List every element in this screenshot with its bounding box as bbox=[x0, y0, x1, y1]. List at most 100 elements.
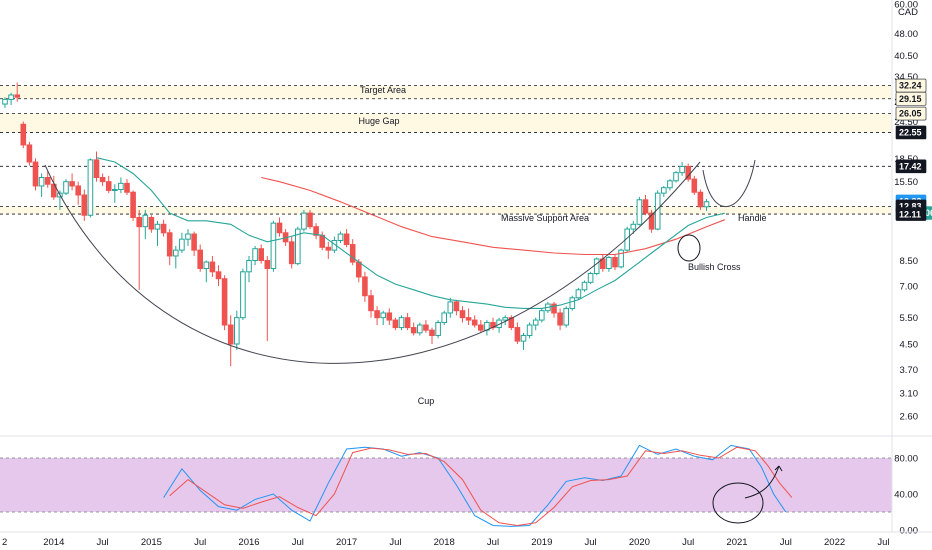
candle-body bbox=[258, 248, 264, 262]
price-tag-label: 17.42 bbox=[899, 162, 922, 172]
candle-body bbox=[99, 176, 106, 183]
time-tick-label: Jul bbox=[780, 537, 792, 548]
candle-body bbox=[136, 216, 142, 228]
price-tick-label: 8.50 bbox=[900, 256, 919, 267]
time-tick-label: 2019 bbox=[531, 537, 552, 548]
candle-body bbox=[618, 249, 624, 268]
time-tick-label: 2014 bbox=[43, 537, 64, 548]
candle-body bbox=[581, 281, 588, 291]
candle-body bbox=[593, 258, 600, 274]
candle-body bbox=[325, 246, 332, 251]
candle-body bbox=[459, 310, 466, 319]
candle-body bbox=[227, 324, 234, 345]
candle-body bbox=[8, 94, 14, 100]
candle-body bbox=[441, 312, 447, 324]
candle-body bbox=[630, 223, 637, 230]
candle-body bbox=[307, 212, 313, 228]
price-tag-label: 26.05 bbox=[899, 109, 922, 119]
candle-body bbox=[313, 226, 319, 236]
annotation-huge-gap: Huge Gap bbox=[358, 116, 399, 126]
candle-body bbox=[26, 144, 33, 163]
arrow-line bbox=[744, 465, 780, 499]
candle-body bbox=[673, 172, 679, 182]
candle-body bbox=[81, 194, 88, 216]
candle-body bbox=[148, 216, 155, 230]
candle-body bbox=[429, 329, 435, 337]
price-tick-label: 2.60 bbox=[900, 412, 919, 423]
currency-label: CAD bbox=[898, 7, 918, 18]
oscillator-line bbox=[169, 446, 793, 527]
time-tick-label: 2017 bbox=[336, 537, 357, 548]
candle-body bbox=[435, 322, 441, 337]
candle-body bbox=[246, 260, 252, 273]
candle-body bbox=[410, 327, 417, 334]
candle-body bbox=[453, 301, 460, 312]
candle-body bbox=[478, 324, 484, 331]
price-tick-label: 34.50 bbox=[894, 72, 918, 83]
candle-body bbox=[697, 191, 704, 208]
price-tag-box bbox=[895, 159, 927, 174]
oversold-circle bbox=[712, 482, 764, 524]
price-tags: 32.2429.1526.0522.5517.4213.3312:14:0612… bbox=[895, 78, 932, 221]
candle-body bbox=[502, 317, 508, 321]
candle-body bbox=[575, 289, 582, 299]
candle-body bbox=[209, 261, 216, 273]
candle-body bbox=[221, 278, 228, 326]
candle-body bbox=[380, 312, 386, 319]
candle-body bbox=[203, 261, 210, 269]
price-tick-label: 15.50 bbox=[894, 177, 918, 188]
time-tick-label: Jul bbox=[487, 537, 499, 548]
candle-body bbox=[2, 98, 8, 105]
candle-body bbox=[587, 272, 594, 283]
candle-body bbox=[667, 180, 673, 189]
candle-body bbox=[557, 312, 563, 326]
candle-body bbox=[374, 310, 380, 319]
candle-body bbox=[118, 182, 124, 191]
moving-average-line bbox=[96, 157, 725, 309]
price-tag-box bbox=[895, 106, 927, 121]
candle-body bbox=[234, 317, 240, 345]
candle-body bbox=[87, 159, 94, 216]
price-tag: 12.11 bbox=[895, 207, 927, 221]
candle-body bbox=[142, 214, 149, 228]
candle-body bbox=[691, 178, 698, 193]
candle-body bbox=[130, 191, 136, 218]
candle-body bbox=[112, 189, 118, 192]
time-tick-label: Jul bbox=[389, 537, 401, 548]
price-tick-label: 3.10 bbox=[900, 388, 919, 399]
candle-body bbox=[215, 271, 222, 280]
price-tag-label: 12.11 bbox=[899, 209, 921, 219]
price-tick-label: 48.00 bbox=[894, 29, 918, 40]
candle-body bbox=[447, 301, 454, 314]
time-tick-label: Jul bbox=[877, 537, 889, 548]
zone-huge-gap bbox=[0, 113, 892, 133]
candle-body bbox=[185, 233, 191, 240]
price-tag-label: 22.55 bbox=[899, 128, 922, 138]
price-axis[interactable]: 60.0048.0040.5034.5028.5024.5018.5015.50… bbox=[891, 0, 919, 537]
oscillator-band bbox=[0, 458, 892, 512]
annotation-bullish-cross: Bullish Cross bbox=[688, 262, 741, 272]
price-tag: 26.05 bbox=[895, 106, 927, 121]
price-tag-box bbox=[895, 207, 927, 221]
candles-layer bbox=[2, 82, 710, 367]
candle-body bbox=[191, 233, 197, 251]
time-tick-label: Jul bbox=[682, 537, 694, 548]
candle-body bbox=[20, 123, 27, 146]
price-tag: 32.24 bbox=[895, 78, 927, 93]
candle-body bbox=[75, 185, 82, 196]
candle-body bbox=[612, 256, 618, 268]
candle-body bbox=[526, 324, 533, 337]
price-tag-label: 32.24 bbox=[899, 81, 922, 91]
candle-body bbox=[703, 201, 710, 208]
candle-body bbox=[179, 238, 185, 251]
candle-body bbox=[44, 176, 51, 185]
candle-body bbox=[514, 327, 521, 342]
candle-body bbox=[532, 319, 539, 326]
candle-body bbox=[368, 295, 374, 312]
candle-body bbox=[520, 335, 527, 342]
oscillator-tick-label: 0.00 bbox=[900, 526, 919, 537]
time-axis[interactable]: 2 2014 Jul 2015 Jul 2016 Jul 2017 Jul 2018 Jul 2019… bbox=[0, 531, 932, 548]
price-tag-label: 12.83 bbox=[899, 202, 922, 212]
candle-body bbox=[288, 241, 295, 265]
